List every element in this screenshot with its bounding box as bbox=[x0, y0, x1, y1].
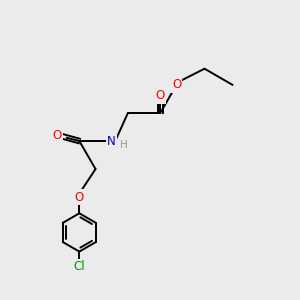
Text: O: O bbox=[52, 129, 62, 142]
Text: Cl: Cl bbox=[74, 260, 85, 273]
Text: H: H bbox=[120, 140, 128, 149]
Text: O: O bbox=[75, 190, 84, 204]
Text: O: O bbox=[156, 89, 165, 102]
Text: O: O bbox=[172, 78, 181, 92]
Text: N: N bbox=[107, 134, 116, 148]
